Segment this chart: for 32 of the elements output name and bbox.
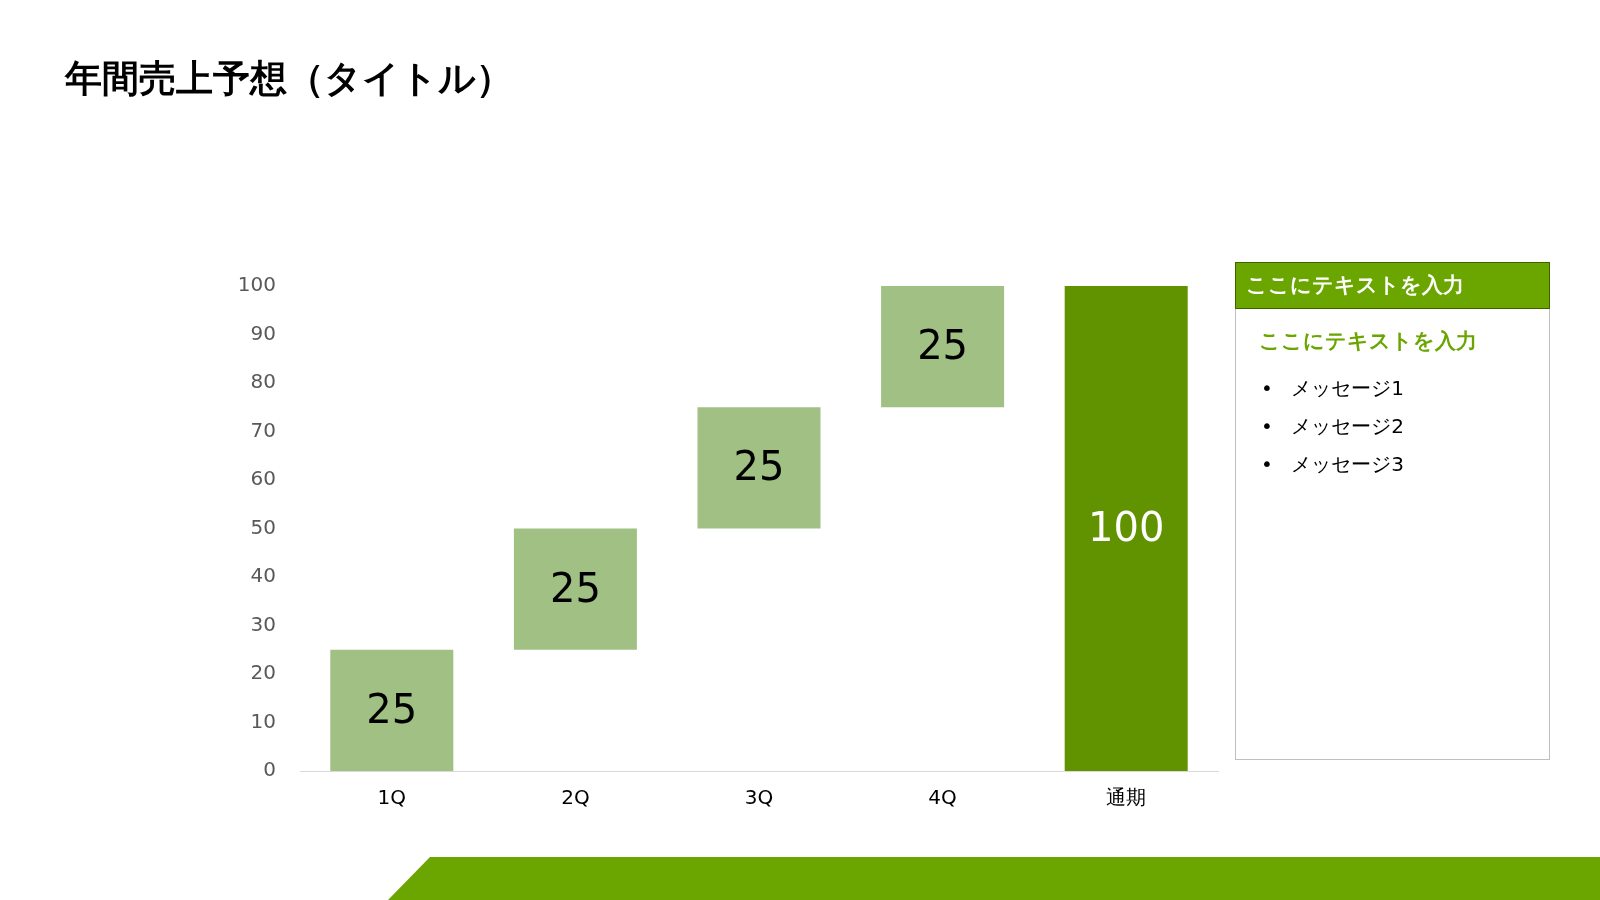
text: ここにテキストを入力 bbox=[1235, 262, 1550, 309]
y-tick-label: 0 bbox=[263, 757, 276, 782]
text: • メッセージ1 bbox=[1261, 375, 1404, 401]
x-tick-label: 1Q bbox=[377, 785, 407, 810]
y-tick-label: 30 bbox=[250, 611, 276, 636]
y-tick-label: 50 bbox=[250, 514, 276, 539]
y-tick-label: 10 bbox=[250, 708, 276, 733]
text: • メッセージ2 bbox=[1261, 413, 1404, 439]
bar bbox=[513, 528, 637, 650]
y-tick-label: 60 bbox=[250, 466, 276, 491]
y-tick-label: 70 bbox=[250, 417, 276, 442]
x-tick-label: 通期 bbox=[1106, 785, 1147, 810]
data-label: 25 bbox=[366, 685, 418, 732]
data-label: 25 bbox=[917, 322, 969, 369]
y-tick-label: 100 bbox=[237, 272, 276, 297]
bar bbox=[881, 286, 1005, 408]
bar bbox=[1064, 286, 1188, 771]
text: • メッセージ3 bbox=[1261, 451, 1404, 477]
text: ここにテキストを入力 bbox=[1259, 328, 1477, 355]
data-label: 100 bbox=[1088, 503, 1165, 550]
data-label: 25 bbox=[549, 564, 601, 611]
x-tick-label: 4Q bbox=[928, 785, 957, 810]
y-tick-label: 40 bbox=[250, 563, 276, 588]
x-tick-label: 2Q bbox=[561, 785, 590, 810]
y-tick-label: 20 bbox=[250, 660, 276, 685]
y-tick-label: 80 bbox=[250, 369, 276, 394]
y-tick-label: 90 bbox=[250, 320, 276, 345]
x-tick-label: 3Q bbox=[744, 785, 774, 810]
chart-title: 年間売上予想（タイトル） bbox=[65, 56, 513, 102]
bar bbox=[330, 649, 454, 771]
data-label: 25 bbox=[733, 443, 785, 490]
bar bbox=[697, 407, 821, 529]
